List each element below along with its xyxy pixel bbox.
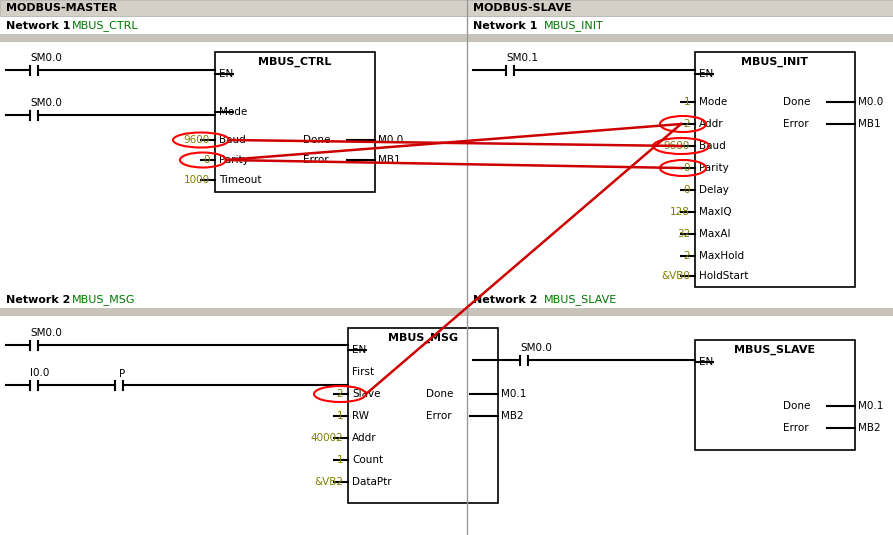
Text: 0: 0 <box>683 163 690 173</box>
Text: MB1: MB1 <box>858 119 880 129</box>
Text: Network 2: Network 2 <box>473 295 538 305</box>
Bar <box>467 308 893 316</box>
Text: Network 1: Network 1 <box>6 21 71 31</box>
Text: M0.0: M0.0 <box>378 135 404 145</box>
Text: MODBUS-MASTER: MODBUS-MASTER <box>6 3 117 13</box>
Text: MBUS_CTRL: MBUS_CTRL <box>258 57 331 67</box>
Text: 40002: 40002 <box>310 433 343 443</box>
Text: Mode: Mode <box>699 97 727 107</box>
Text: &VB2: &VB2 <box>314 477 343 487</box>
Text: HoldStart: HoldStart <box>699 271 748 281</box>
Text: Mode: Mode <box>219 107 247 117</box>
Text: EN: EN <box>352 345 366 355</box>
Text: 32: 32 <box>677 229 690 239</box>
Text: 2: 2 <box>337 389 343 399</box>
Text: M0.1: M0.1 <box>858 401 883 411</box>
Text: First: First <box>352 367 374 377</box>
Text: Error: Error <box>783 119 809 129</box>
Text: P: P <box>119 369 125 379</box>
Bar <box>467 0 893 16</box>
Text: 1: 1 <box>337 455 343 465</box>
Text: M0.1: M0.1 <box>501 389 526 399</box>
Text: MBUS_MSG: MBUS_MSG <box>72 295 136 305</box>
Bar <box>0 0 467 16</box>
Text: 128: 128 <box>670 207 690 217</box>
Text: EN: EN <box>699 357 714 367</box>
Bar <box>348 328 498 503</box>
Text: MBUS_SLAVE: MBUS_SLAVE <box>734 345 815 355</box>
Text: RW: RW <box>352 411 369 421</box>
Text: SM0.0: SM0.0 <box>30 328 62 338</box>
Text: SM0.0: SM0.0 <box>520 343 552 353</box>
Text: MODBUS-SLAVE: MODBUS-SLAVE <box>473 3 572 13</box>
Text: SM0.1: SM0.1 <box>506 53 538 63</box>
Text: 2: 2 <box>683 119 690 129</box>
Text: Delay: Delay <box>699 185 729 195</box>
Text: &VB0: &VB0 <box>661 271 690 281</box>
Text: MBUS_INIT: MBUS_INIT <box>544 20 604 32</box>
Text: 0: 0 <box>204 155 210 165</box>
Bar <box>467 34 893 42</box>
Bar <box>695 340 855 450</box>
Text: Error: Error <box>426 411 452 421</box>
Text: MBUS_SLAVE: MBUS_SLAVE <box>544 295 617 305</box>
Bar <box>0 308 467 316</box>
Text: Done: Done <box>783 97 810 107</box>
Text: MaxHold: MaxHold <box>699 251 744 261</box>
Text: SM0.0: SM0.0 <box>30 53 62 63</box>
Text: EN: EN <box>699 69 714 79</box>
Text: Network 2: Network 2 <box>6 295 71 305</box>
Text: MaxIQ: MaxIQ <box>699 207 731 217</box>
Text: EN: EN <box>219 69 233 79</box>
Text: Baud: Baud <box>219 135 246 145</box>
Bar <box>0 34 467 42</box>
Text: Timeout: Timeout <box>219 175 262 185</box>
Text: Baud: Baud <box>699 141 726 151</box>
Text: SM0.0: SM0.0 <box>30 98 62 108</box>
Text: MBUS_INIT: MBUS_INIT <box>741 57 808 67</box>
Text: Addr: Addr <box>352 433 377 443</box>
Text: Done: Done <box>303 135 330 145</box>
Text: Network 1: Network 1 <box>473 21 538 31</box>
Text: Done: Done <box>426 389 454 399</box>
Text: 1000: 1000 <box>184 175 210 185</box>
Text: 0: 0 <box>683 185 690 195</box>
Text: Addr: Addr <box>699 119 723 129</box>
Text: Slave: Slave <box>352 389 380 399</box>
Text: M0.0: M0.0 <box>858 97 883 107</box>
Text: 9600: 9600 <box>184 135 210 145</box>
Text: Count: Count <box>352 455 383 465</box>
Text: MBUS_CTRL: MBUS_CTRL <box>72 20 138 32</box>
Text: MB2: MB2 <box>501 411 523 421</box>
Text: Done: Done <box>783 401 810 411</box>
Text: MB2: MB2 <box>858 423 880 433</box>
Text: Error: Error <box>303 155 329 165</box>
Text: DataPtr: DataPtr <box>352 477 392 487</box>
Text: MBUS_MSG: MBUS_MSG <box>388 333 458 343</box>
Bar <box>215 52 375 192</box>
Text: 9600: 9600 <box>663 141 690 151</box>
Text: MB1: MB1 <box>378 155 401 165</box>
Text: 1: 1 <box>337 411 343 421</box>
Bar <box>695 52 855 287</box>
Text: Parity: Parity <box>699 163 729 173</box>
Text: Error: Error <box>783 423 809 433</box>
Text: 2: 2 <box>683 251 690 261</box>
Text: MaxAI: MaxAI <box>699 229 730 239</box>
Text: Parity: Parity <box>219 155 249 165</box>
Text: 1: 1 <box>683 97 690 107</box>
Text: I0.0: I0.0 <box>30 368 49 378</box>
